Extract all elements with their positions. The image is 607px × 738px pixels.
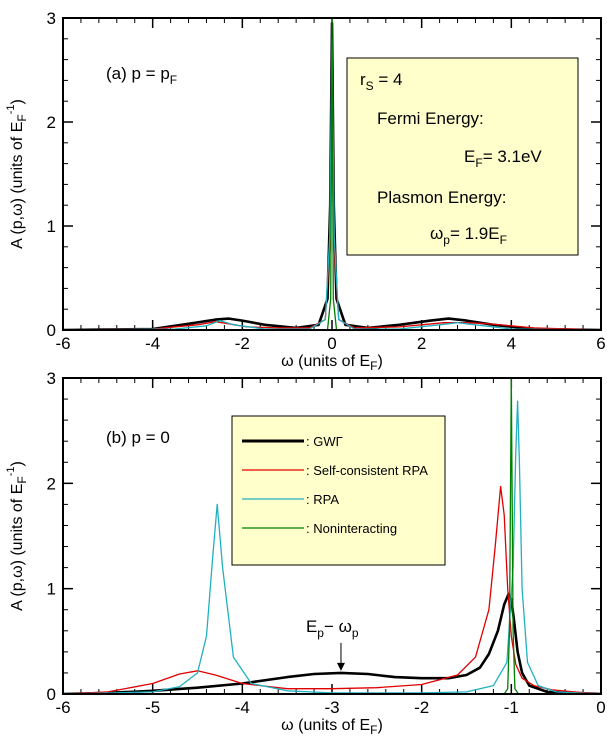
series-line — [63, 400, 601, 694]
panel-a: -6 -4 -2 0 2 4 6 0 1 2 3 rS = 4 Fermi Energy: EF= 3.1… — [5, 9, 606, 373]
fermi-title: Fermi Energy: — [377, 109, 484, 128]
x-tick-label: 0 — [327, 334, 336, 353]
x-tick-label: -2 — [414, 698, 429, 717]
series-line — [63, 592, 601, 694]
plot-frame — [62, 377, 602, 695]
x-tick-label: 0 — [596, 698, 605, 717]
info-box — [346, 57, 579, 256]
x-tick-label: -5 — [145, 698, 160, 717]
x-tick-label: -6 — [55, 334, 70, 353]
x-axis-label: ω (units of EF) — [281, 717, 383, 737]
y-tick-label: 1 — [47, 580, 56, 599]
y-tick-label: 0 — [47, 685, 56, 704]
x-tick-label: 6 — [596, 334, 605, 353]
y-axis-label: A (p,ω) (units of EF-1) — [5, 99, 29, 249]
legend-label: : Noninteracting — [306, 521, 397, 536]
y-axis-label: A (p,ω) (units of EF-1) — [5, 461, 29, 611]
panel-label: (a) p = pF — [106, 64, 177, 87]
series-group — [63, 378, 601, 694]
x-tick-label: -1 — [504, 698, 519, 717]
legend-label: : GWΓ — [306, 434, 343, 449]
rs-value: rS = 4 — [360, 70, 403, 93]
y-tick-label: 3 — [47, 369, 56, 388]
series-group — [63, 18, 601, 330]
x-tick-label: -4 — [235, 698, 250, 717]
y-tick-label: 0 — [47, 321, 56, 340]
plasmon-value: ωp= 1.9EF — [430, 224, 507, 247]
panel-label: (b) p = 0 — [106, 428, 170, 447]
x-axis-label: ω (units of EF) — [281, 353, 383, 373]
annotation-arrowhead — [336, 662, 345, 671]
y-tick-label: 2 — [47, 474, 56, 493]
x-tick-label: -2 — [235, 334, 250, 353]
y-tick-label: 1 — [47, 217, 56, 236]
x-tick-label: 2 — [417, 334, 426, 353]
plot-frame — [62, 17, 602, 331]
series-line — [63, 378, 601, 694]
legend-label: : Self-consistent RPA — [306, 463, 428, 478]
x-tick-label: -3 — [324, 698, 339, 717]
plasmon-title: Plasmon Energy: — [377, 188, 506, 207]
y-tick-label: 2 — [47, 113, 56, 132]
panel-b: -6 -5 -4 -3 -2 -1 0 0 1 2 3 : GWΓ : Self-consistent … — [5, 369, 606, 737]
legend-label: : RPA — [306, 492, 339, 507]
fermi-value: EF= 3.1eV — [464, 147, 542, 170]
y-tick-label: 3 — [47, 9, 56, 28]
x-tick-label: -4 — [145, 334, 160, 353]
x-tick-label: -6 — [55, 698, 70, 717]
annotation-label: Ep− ωp — [306, 617, 359, 640]
x-tick-label: 4 — [507, 334, 516, 353]
